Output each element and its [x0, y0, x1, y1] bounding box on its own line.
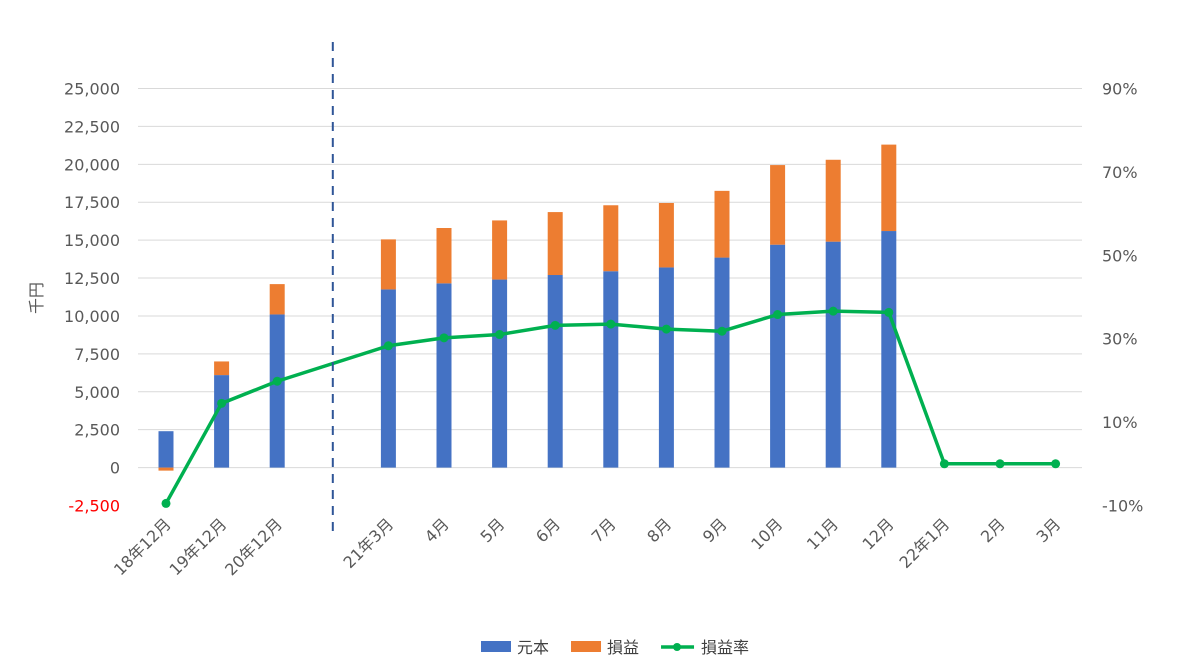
left-tick-label: 12,500 [64, 269, 120, 288]
bar-profit [658, 202, 674, 268]
bar-profit [714, 190, 730, 258]
left-tick-label: -2,500 [68, 497, 120, 516]
left-tick-label: 25,000 [64, 80, 120, 99]
legend-swatch [481, 641, 511, 652]
left-axis: -2,500 0 2,500 5,000 7,500 10,000 12,500 15,000… [64, 80, 120, 516]
legend-label: 損益 [607, 638, 639, 657]
legend-label: 損益率 [701, 638, 749, 657]
x-tick-label: 18年12月 [110, 514, 175, 579]
bar-profit [881, 144, 897, 232]
profit-rate-point [939, 459, 949, 469]
x-tick-label: 3月 [1032, 514, 1064, 546]
legend-label: 元本 [517, 638, 549, 657]
legend: 元本 損益 損益率 [481, 638, 749, 657]
profit-rate-point [161, 498, 171, 508]
x-tick-label: 11月 [803, 514, 842, 553]
bar-profit [380, 239, 396, 290]
x-tick-label: 5月 [476, 514, 508, 546]
x-tick-label: 21年3月 [340, 514, 398, 572]
right-tick-label: 30% [1102, 330, 1138, 349]
left-tick-label: 10,000 [64, 307, 120, 326]
profit-rate-point [1051, 459, 1061, 469]
profit-rate-point [550, 320, 560, 330]
profit-rate-point [495, 330, 505, 340]
bar-profit [603, 205, 619, 272]
x-tick-label: 4月 [421, 514, 453, 546]
bar-principal [658, 267, 674, 468]
left-tick-label: 17,500 [64, 193, 120, 212]
right-tick-label: -10% [1102, 497, 1143, 516]
profit-rate-point [773, 310, 783, 320]
x-tick-label: 10月 [747, 514, 786, 553]
x-tick-label: 7月 [588, 514, 620, 546]
bar-principal [492, 279, 508, 468]
profit-rate-point [717, 326, 727, 336]
profit-rate-point [661, 324, 671, 334]
legend-swatch [571, 641, 602, 652]
bar-principal [770, 244, 786, 468]
left-tick-label: 22,500 [64, 117, 120, 136]
profit-rate-point [272, 376, 282, 386]
right-tick-label: 10% [1102, 413, 1138, 432]
bar-principal [158, 431, 174, 468]
bar-principal [825, 241, 841, 468]
x-tick-label: 12月 [858, 514, 897, 553]
y-axis-title: 千円 [27, 282, 46, 314]
right-tick-label: 50% [1102, 246, 1138, 265]
x-tick-label: 6月 [532, 514, 564, 546]
x-tick-label: 9月 [699, 514, 731, 546]
profit-rate-point [828, 306, 838, 316]
bar-principal [547, 275, 563, 468]
bar-profit [158, 467, 174, 471]
bar-profit [770, 165, 786, 245]
right-axis: -10% 10% 30% 50% 70% 90% [1102, 80, 1143, 516]
profit-rate-point [606, 319, 616, 329]
left-tick-label: 0 [110, 459, 120, 478]
x-tick-label: 22年1月 [896, 514, 954, 572]
bar-principal [603, 271, 619, 468]
left-tick-label: 20,000 [64, 155, 120, 174]
bar-principal [380, 289, 396, 468]
left-tick-label: 2,500 [74, 421, 120, 440]
profit-rate-point [217, 398, 227, 408]
left-tick-label: 5,000 [74, 383, 120, 402]
bar-profit [492, 220, 508, 280]
bar-profit [547, 212, 563, 276]
bar-principal [714, 257, 730, 468]
bar-profit [214, 361, 230, 376]
bar-principal [214, 375, 230, 468]
right-tick-label: 70% [1102, 163, 1138, 182]
x-tick-label: 2月 [977, 514, 1009, 546]
bar-principal [436, 283, 452, 468]
x-tick-label: 19年12月 [166, 514, 231, 579]
profit-rate-point [884, 307, 894, 317]
bar-principal [881, 231, 897, 468]
bar-profit [436, 228, 452, 284]
profit-rate-point [439, 333, 449, 343]
x-tick-label: 8月 [643, 514, 675, 546]
bar-profit [825, 159, 841, 242]
x-tick-label: 20年12月 [221, 514, 286, 579]
bars [158, 144, 897, 471]
profit-rate-point [383, 341, 393, 351]
profit-rate-point [995, 459, 1005, 469]
right-tick-label: 90% [1102, 80, 1138, 99]
bar-principal [269, 314, 285, 468]
bar-profit [269, 284, 285, 315]
left-tick-label: 15,000 [64, 231, 120, 250]
left-tick-label: 7,500 [74, 345, 120, 364]
legend-marker [673, 643, 682, 651]
